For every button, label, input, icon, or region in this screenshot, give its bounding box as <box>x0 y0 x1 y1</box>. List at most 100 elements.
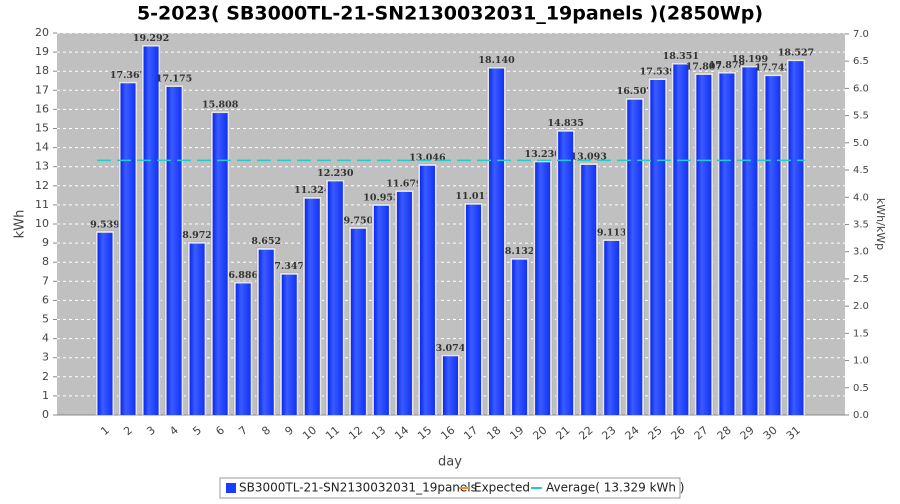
bar <box>327 181 343 415</box>
y-tick-label: 14 <box>35 141 49 154</box>
y2-axis-title: kWh/kWp <box>874 198 887 250</box>
value-label: 8.972 <box>182 230 212 241</box>
bar <box>258 249 274 415</box>
bar <box>696 74 712 416</box>
x-tick-label: 8 <box>259 424 273 438</box>
bar <box>650 80 666 415</box>
bar <box>143 46 159 416</box>
y2-tick-label: 6.0 <box>853 83 869 94</box>
legend-label: Expected <box>474 481 530 495</box>
bar <box>673 64 689 415</box>
y-tick-label: 11 <box>35 198 49 211</box>
x-tick-label: 12 <box>346 424 365 443</box>
y2-tick-label: 0.5 <box>853 383 869 394</box>
x-tick-label: 16 <box>438 424 457 443</box>
y2-tick-label: 5.5 <box>853 111 869 122</box>
value-label: 10.953 <box>363 192 399 203</box>
x-tick-label: 7 <box>236 424 250 438</box>
value-label: 11.679 <box>386 178 423 189</box>
value-label: 9.113 <box>597 227 627 238</box>
bar <box>304 198 320 415</box>
y2-tick-label: 5.0 <box>853 138 869 149</box>
y-tick-label: 8 <box>42 255 49 268</box>
x-tick-label: 10 <box>300 424 319 443</box>
y2-tick-label: 7.0 <box>853 29 869 40</box>
value-label: 8.652 <box>251 236 281 247</box>
y-tick-label: 10 <box>35 217 49 230</box>
legend <box>219 477 681 499</box>
value-label: 17.367 <box>110 70 146 81</box>
x-tick-label: 17 <box>461 424 480 443</box>
value-label: 18.199 <box>732 54 769 65</box>
x-tick-label: 28 <box>715 424 734 443</box>
y2-tick-label: 2.0 <box>853 301 869 312</box>
y2-tick-label: 0.0 <box>853 410 869 421</box>
y-tick-label: 19 <box>35 45 49 58</box>
value-label: 6.886 <box>228 270 258 281</box>
legend-swatch <box>226 483 236 493</box>
value-label: 13.230 <box>524 149 561 160</box>
value-label: 17.539 <box>640 67 677 78</box>
x-tick-label: 19 <box>507 424 526 443</box>
value-label: 13.093 <box>571 151 607 162</box>
x-tick-label: 2 <box>121 424 135 438</box>
value-label: 17.742 <box>755 63 791 74</box>
y-tick-label: 2 <box>42 370 49 383</box>
bar <box>788 61 804 415</box>
bar <box>166 86 182 416</box>
bar <box>97 232 113 415</box>
x-tick-label: 18 <box>484 424 503 443</box>
y-axis-title: kWh <box>13 210 28 239</box>
x-tick-label: 27 <box>692 424 711 443</box>
x-tick-label: 15 <box>415 424 434 443</box>
bar <box>627 99 643 415</box>
bar <box>535 162 551 415</box>
y-tick-label: 3 <box>42 351 49 364</box>
value-label: 18.527 <box>778 48 814 59</box>
value-label: 17.878 <box>709 60 746 71</box>
y-tick-label: 15 <box>35 122 49 135</box>
x-tick-label: 22 <box>576 424 595 443</box>
bar <box>396 191 412 415</box>
x-tick-label: 21 <box>553 424 572 443</box>
x-tick-label: 30 <box>761 424 780 443</box>
y-tick-label: 0 <box>42 408 49 421</box>
legend-label: Average( 13.329 kWh ) <box>546 481 685 495</box>
value-label: 18.140 <box>478 55 515 66</box>
y2-tick-label: 1.0 <box>853 356 869 367</box>
bar <box>419 165 435 415</box>
bar <box>719 73 735 415</box>
y2-tick-label: 3.5 <box>853 219 869 230</box>
y-tick-label: 18 <box>35 64 49 77</box>
value-label: 8.132 <box>505 246 535 257</box>
value-label: 9.539 <box>90 219 120 230</box>
value-label: 17.175 <box>156 73 192 84</box>
chart-title: 5-2023( SB3000TL-21-SN2130032031_19panel… <box>137 3 763 25</box>
bar <box>489 68 505 415</box>
y2-tick-label: 3.0 <box>853 247 869 258</box>
y-tick-label: 20 <box>35 26 49 39</box>
bar <box>558 131 574 416</box>
x-tick-label: 3 <box>144 424 158 438</box>
value-label: 16.507 <box>617 86 653 97</box>
value-label: 15.808 <box>202 100 239 111</box>
x-tick-label: 26 <box>669 424 688 443</box>
value-label: 7.347 <box>274 261 304 272</box>
y-tick-label: 13 <box>35 160 49 173</box>
value-label: 17.807 <box>686 61 722 72</box>
x-tick-label: 25 <box>646 424 665 443</box>
y2-tick-label: 2.5 <box>853 274 869 285</box>
value-label: 3.074 <box>436 343 466 354</box>
x-tick-label: 31 <box>784 424 803 443</box>
x-axis-title: day <box>438 455 462 470</box>
y-tick-label: 5 <box>42 313 49 326</box>
bar <box>742 67 758 415</box>
y-tick-label: 9 <box>42 236 49 249</box>
bar <box>281 274 297 415</box>
bar <box>581 164 597 415</box>
bar <box>373 205 389 415</box>
value-label: 14.835 <box>547 118 583 129</box>
bar <box>466 204 482 415</box>
x-tick-label: 20 <box>530 424 549 443</box>
